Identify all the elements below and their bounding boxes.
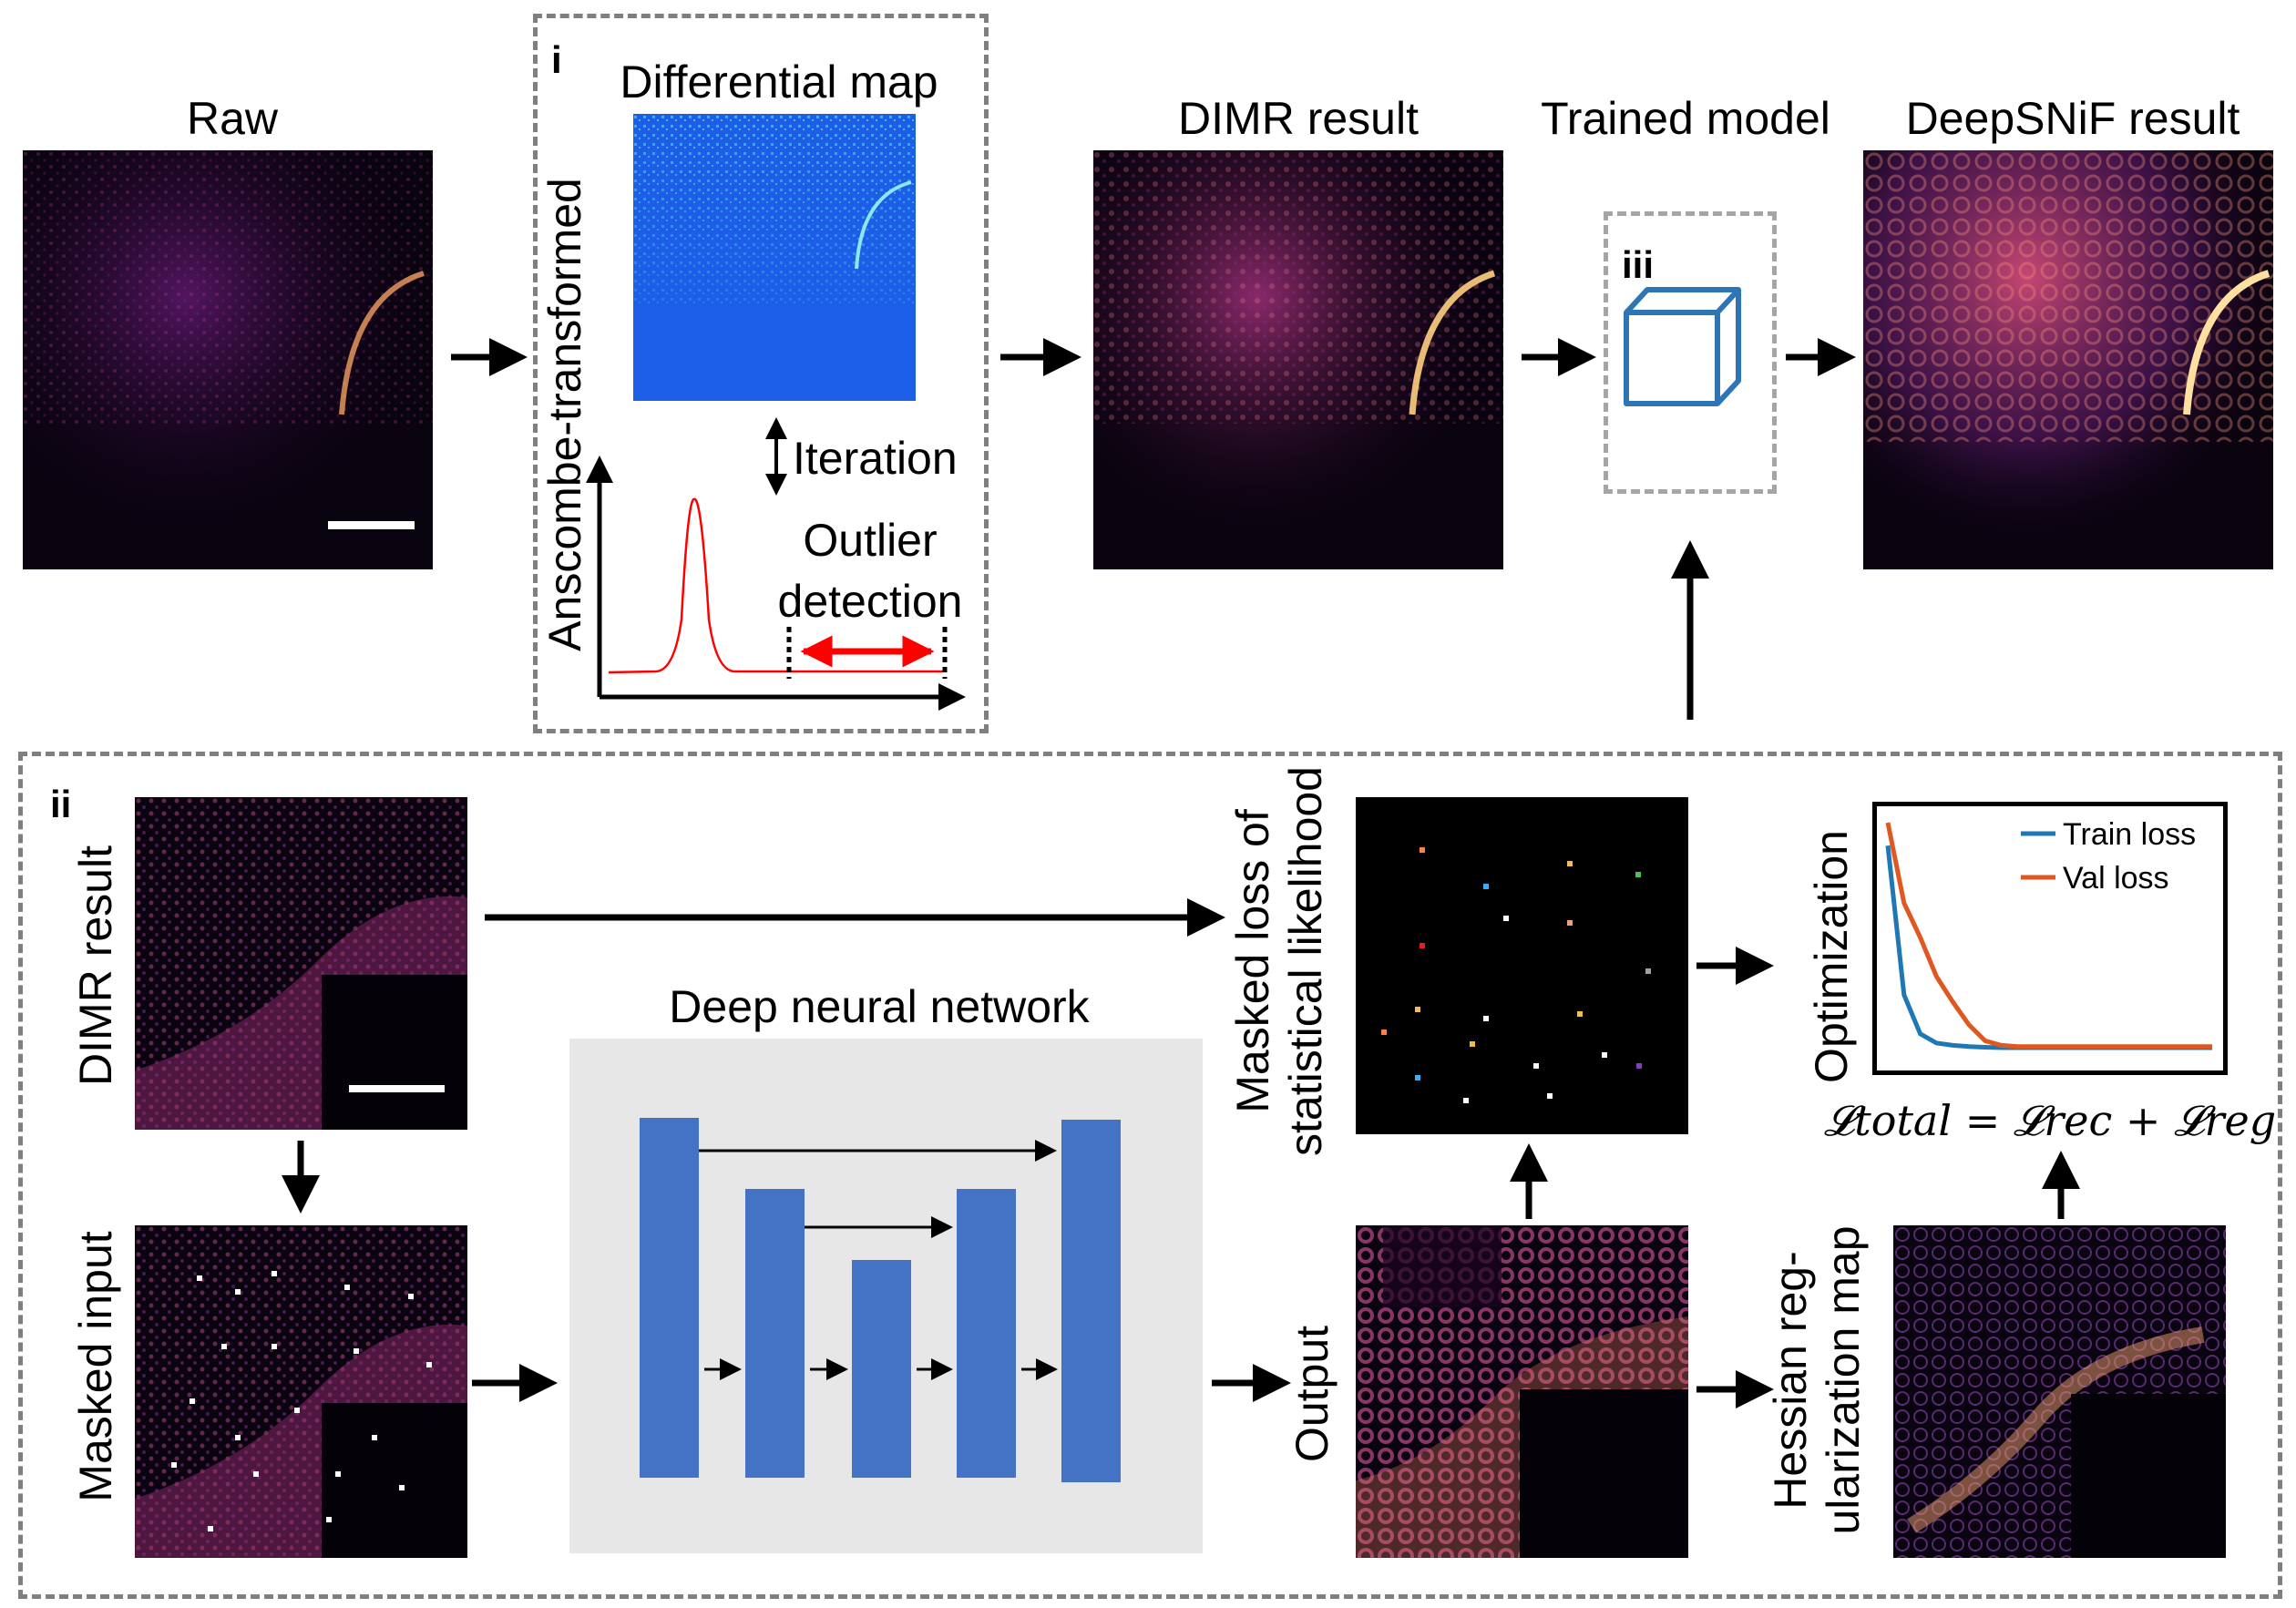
- outlier-label-line1: Outlier: [803, 515, 938, 566]
- mask-pixels: [171, 1271, 432, 1531]
- masked-loss-pixels: [1381, 847, 1651, 1103]
- unet-decoder-block-1: [957, 1189, 1016, 1478]
- masked-input-texture: [135, 1225, 467, 1558]
- histogram-curve: [608, 497, 943, 674]
- unet-encoder-block-2: [745, 1189, 805, 1478]
- output-image: [1356, 1225, 1688, 1558]
- unet-arrows: [699, 1140, 1058, 1380]
- panel-iii-box: [1604, 211, 1777, 494]
- trained-model-cube-icon: [1624, 287, 1741, 406]
- raw-title: Raw: [186, 93, 279, 144]
- panel-iii-letter: iii: [1622, 243, 1655, 286]
- outlier-label-line2: detection: [777, 576, 963, 627]
- panel-ii-dimr-texture: [135, 797, 467, 1130]
- val-loss-line: [1885, 822, 2212, 1050]
- panel-i-letter: i: [551, 38, 562, 81]
- loss-chart-svg: Train loss Val loss: [1885, 817, 2212, 1050]
- dnn-panel: [569, 1039, 1203, 1553]
- panel-ii-letter: ii: [50, 783, 72, 825]
- differential-map-title: Differential map: [620, 56, 938, 108]
- differential-map-texture: [633, 114, 916, 305]
- raw-image-texture: [23, 150, 433, 569]
- deepsnif-image-texture: [1863, 150, 2273, 569]
- histogram-axes: [586, 456, 966, 711]
- unet-decoder-block-2: [1061, 1120, 1121, 1482]
- hessian-map-image: [1893, 1225, 2226, 1558]
- loss-equation: 𝓛total = 𝓛rec + 𝓛reg: [1823, 1096, 2277, 1145]
- hessian-map-texture: [1893, 1225, 2226, 1558]
- unet-diagram: [640, 1118, 1121, 1482]
- dimr-result-image: [1093, 150, 1503, 569]
- panel-ii-box: [18, 752, 2282, 1599]
- deepsnif-result-title: DeepSNiF result: [1905, 93, 2240, 144]
- panel-ii-dimr-image: [135, 797, 467, 1130]
- trained-model-title: Trained model: [1541, 93, 1830, 144]
- scale-bar: [328, 521, 415, 529]
- masked-loss-image: [1356, 797, 1688, 1134]
- differential-map-image: [633, 114, 916, 401]
- masked-input-image: [135, 1225, 467, 1558]
- panel-ii-scale-bar: [349, 1085, 445, 1092]
- panel-i-box: [533, 14, 989, 733]
- legend-val-label: Val loss: [2063, 861, 2169, 896]
- dimr-image-texture: [1093, 150, 1503, 569]
- deepsnif-result-image: [1863, 150, 2273, 569]
- unet-bottleneck-block: [852, 1260, 911, 1478]
- outlier-thresholds: [786, 627, 948, 679]
- raw-image: [23, 150, 433, 569]
- dimr-result-title: DIMR result: [1178, 93, 1419, 144]
- legend-train-label: Train loss: [2063, 817, 2196, 852]
- output-texture: [1356, 1225, 1688, 1558]
- unet-encoder-block-1: [640, 1118, 699, 1478]
- iteration-label: Iteration: [793, 433, 958, 484]
- dnn-title: Deep neural network: [669, 981, 1090, 1032]
- optimization-chart: Train loss Val loss: [1872, 802, 2228, 1075]
